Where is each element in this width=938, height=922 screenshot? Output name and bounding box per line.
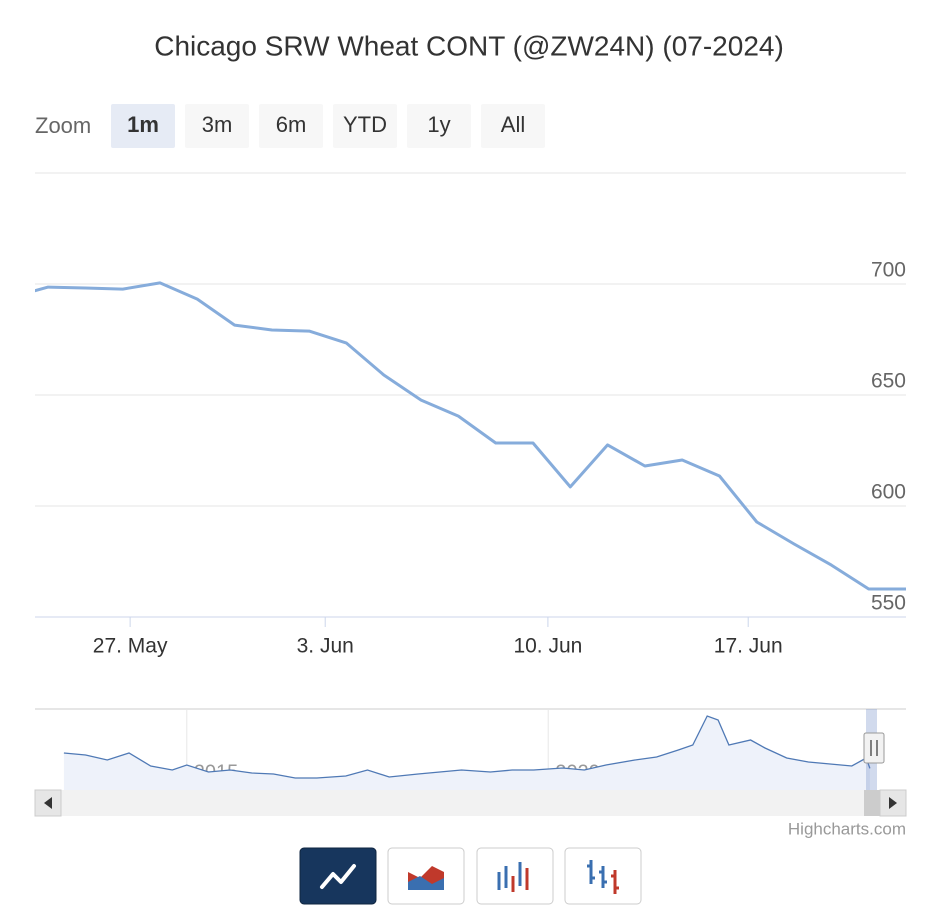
line-chart-button[interactable] <box>299 847 377 905</box>
column-chart-button[interactable] <box>476 847 554 905</box>
zoom-button-label: 6m <box>276 112 307 137</box>
x-tick-label: 10. Jun <box>513 635 582 658</box>
zoom-button[interactable] <box>481 104 545 148</box>
navigator-handle-grip <box>870 740 878 756</box>
x-tick-label: 3. Jun <box>297 635 354 658</box>
scrollbar-track[interactable] <box>35 790 906 816</box>
chart-type-buttons <box>299 847 642 905</box>
credits[interactable]: Highcharts.com <box>788 819 906 838</box>
navigator-line <box>63 715 871 779</box>
y-tick-label: 600 <box>871 481 906 504</box>
zoom-button[interactable] <box>259 104 323 148</box>
x-tick-label: 17. Jun <box>714 635 783 658</box>
zoom-button[interactable] <box>111 104 175 148</box>
series-line <box>35 281 906 591</box>
navigator <box>34 708 907 817</box>
zoom-label: Zoom <box>35 113 91 138</box>
navigator-handle[interactable] <box>863 732 885 764</box>
zoom-button-label: 3m <box>202 112 233 137</box>
y-tick-label: 700 <box>871 259 906 282</box>
zoom-button[interactable] <box>185 104 249 148</box>
line-icon <box>320 864 356 889</box>
ohlc-icon <box>587 860 619 894</box>
zoom-button-label: All <box>501 112 525 137</box>
scrollbar-thumb[interactable] <box>864 790 880 816</box>
area-icon-front <box>408 876 444 890</box>
x-tick-label: 27. May <box>93 635 168 658</box>
y-tick-label: 550 <box>871 592 906 615</box>
scroll-right-arrow <box>889 797 897 809</box>
zoom-button[interactable] <box>407 104 471 148</box>
column-icon <box>497 862 529 892</box>
zoom-button-label: 1y <box>427 112 450 137</box>
navigator-area <box>63 716 870 790</box>
scroll-left-arrow <box>44 797 52 809</box>
y-tick-label: 650 <box>871 370 906 393</box>
zoom-button[interactable] <box>333 104 397 148</box>
zoom-button-label: 1m <box>127 112 159 137</box>
zoom-button-label: YTD <box>343 112 387 137</box>
chart-title: Chicago SRW Wheat CONT (@ZW24N) (07-2024… <box>154 30 784 61</box>
